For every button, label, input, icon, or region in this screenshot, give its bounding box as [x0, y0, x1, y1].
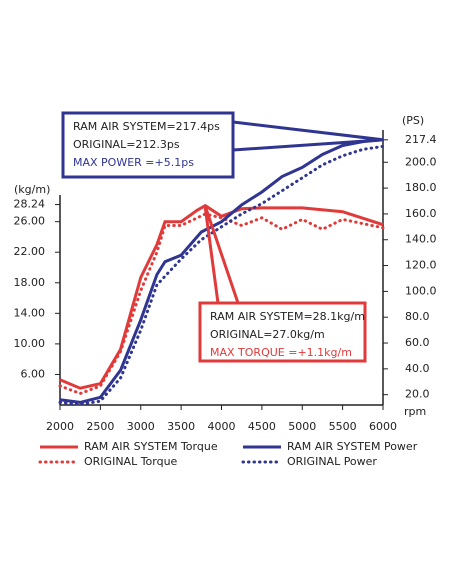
y2-tick-label: 217.4	[405, 133, 437, 146]
annotation-box	[198, 301, 367, 363]
annotation-text: ORIGINAL=27.0kg/m	[210, 328, 325, 341]
annotation-pointer	[203, 205, 240, 304]
annotation-pointer	[232, 120, 384, 152]
y-tick-label: 6.00	[21, 367, 46, 380]
x-tick-label: 5000	[288, 420, 316, 433]
x-tick-label: 2500	[86, 420, 114, 433]
x-tick-label: 3500	[167, 420, 195, 433]
y-tick-label: 14.00	[14, 306, 46, 319]
y2-tick-label: 180.0	[405, 181, 437, 194]
y-axis-label: (kg/m)	[14, 183, 50, 196]
x-tick-label: 5500	[329, 420, 357, 433]
annotation-text: MAX POWER =+5.1ps	[73, 156, 194, 169]
legend-label: RAM AIR SYSTEM Power	[287, 440, 418, 453]
series-line	[58, 144, 385, 406]
annotation-text: ORIGINAL=212.3ps	[73, 138, 180, 151]
y-tick-label: 28.24	[14, 198, 46, 211]
y-tick-label: 18.00	[14, 276, 46, 289]
y2-tick-label: 80.0	[405, 310, 430, 323]
annotation-box	[61, 111, 235, 179]
legend-label: ORIGINAL Power	[287, 455, 377, 468]
y-tick-label: 10.00	[14, 337, 46, 350]
y2-tick-label: 60.0	[405, 336, 430, 349]
y2-tick-label: 20.0	[405, 388, 430, 401]
y2-tick-label: 40.0	[405, 362, 430, 375]
x-axis-label: rpm	[404, 405, 426, 418]
x-tick-label: 2000	[46, 420, 74, 433]
y-tick-label: 22.00	[14, 245, 46, 258]
y2-tick-label: 160.0	[405, 207, 437, 220]
x-tick-label: 4500	[248, 420, 276, 433]
x-tick-label: 4000	[208, 420, 236, 433]
x-tick-label: 6000	[369, 420, 397, 433]
series-line	[59, 138, 384, 404]
y2-tick-label: 140.0	[405, 233, 437, 246]
annotation-text: RAM AIR SYSTEM=217.4ps	[73, 120, 220, 133]
y2-tick-label: 200.0	[405, 155, 437, 168]
y2-tick-label: 120.0	[405, 259, 437, 272]
x-tick-label: 3000	[127, 420, 155, 433]
annotation-text: MAX TORQUE =+1.1kg/m	[210, 346, 352, 359]
annotation-text: RAM AIR SYSTEM=28.1kg/m	[210, 310, 365, 323]
y2-tick-label: 100.0	[405, 284, 437, 297]
y2-axis-label: (PS)	[402, 114, 424, 127]
legend-label: ORIGINAL Torque	[84, 455, 178, 468]
legend-label: RAM AIR SYSTEM Torque	[84, 440, 218, 453]
y-tick-label: 26.00	[14, 215, 46, 228]
